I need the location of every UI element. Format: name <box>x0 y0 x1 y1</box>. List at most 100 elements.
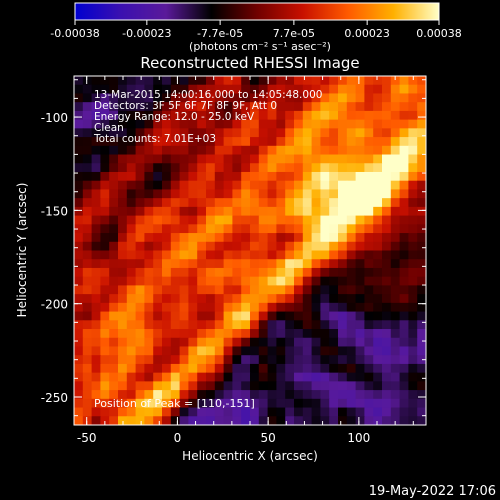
heatmap-cell <box>355 355 365 365</box>
heatmap-cell <box>408 329 418 339</box>
heatmap-cell <box>390 206 401 217</box>
heatmap-cell <box>91 93 101 103</box>
heatmap-cell <box>258 285 269 295</box>
heatmap-cell <box>285 302 295 313</box>
heatmap-cell <box>144 407 154 417</box>
heatmap-cell <box>390 381 401 391</box>
heatmap-cell <box>364 154 374 164</box>
heatmap-cell <box>109 154 119 164</box>
heatmap-cell <box>329 285 339 295</box>
heatmap-cell <box>329 302 339 313</box>
heatmap-cell <box>294 285 304 295</box>
heatmap-cell <box>153 84 163 95</box>
heatmap-cell <box>250 294 260 304</box>
heatmap-cell <box>346 198 357 208</box>
heatmap-cell <box>320 294 330 304</box>
heatmap-cell <box>170 224 181 234</box>
heatmap-cell <box>382 294 392 304</box>
heatmap-cell <box>390 189 401 199</box>
heatmap-cell <box>355 337 365 348</box>
heatmap-cell <box>241 137 251 147</box>
heatmap-cell <box>285 189 295 199</box>
heatmap-cell <box>294 198 304 208</box>
heatmap-cell <box>267 329 277 339</box>
heatmap-cell <box>276 233 286 243</box>
heatmap-cell <box>91 163 101 173</box>
heatmap-cell <box>338 145 348 156</box>
heatmap-cell <box>153 363 163 374</box>
heatmap-cell <box>100 76 110 86</box>
heatmap-cell <box>241 302 251 313</box>
heatmap-cell <box>223 320 233 330</box>
peak-position-label: Position of Peak = [110,-151] <box>94 397 255 410</box>
heatmap-cell <box>417 163 426 173</box>
heatmap-cell <box>100 267 110 278</box>
heatmap-cell <box>258 346 269 356</box>
heatmap-cell <box>276 171 286 182</box>
x-tick-label: -50 <box>77 431 97 445</box>
heatmap-cell <box>250 250 260 260</box>
heatmap-cell <box>188 154 198 164</box>
heatmap-cell <box>267 76 277 86</box>
heatmap-cell <box>91 381 101 391</box>
heatmap-cell <box>232 294 242 304</box>
heatmap-cell <box>276 215 286 225</box>
heatmap-cell <box>82 346 93 356</box>
heatmap-cell <box>91 267 101 278</box>
heatmap-cell <box>144 137 154 147</box>
heatmap-cell <box>320 110 330 121</box>
heatmap-cell <box>417 267 426 278</box>
heatmap-cell <box>258 84 269 95</box>
heatmap-cell <box>170 294 181 304</box>
heatmap-cell <box>302 259 313 269</box>
heatmap-cell <box>250 398 260 409</box>
heatmap-cell <box>232 276 242 286</box>
heatmap-cell <box>232 398 242 409</box>
heatmap-cell <box>320 154 330 164</box>
heatmap-cell <box>258 76 269 86</box>
heatmap-cell <box>126 110 137 121</box>
heatmap-cell <box>302 128 313 138</box>
heatmap-cell <box>285 320 295 330</box>
heatmap-cell <box>302 320 313 330</box>
heatmap-cell <box>329 93 339 103</box>
heatmap-cell <box>91 346 101 356</box>
heatmap-cell <box>408 93 418 103</box>
heatmap-cell <box>135 398 145 409</box>
heatmap-cell <box>170 128 181 138</box>
heatmap-cell <box>74 259 84 269</box>
heatmap-cell <box>399 276 409 286</box>
heatmap-cell <box>109 294 119 304</box>
heatmap-cell <box>346 233 357 243</box>
heatmap-cell <box>417 206 426 217</box>
heatmap-cell <box>162 302 172 313</box>
heatmap-cell <box>346 119 357 129</box>
heatmap-cell <box>390 93 401 103</box>
heatmap-cell <box>285 337 295 348</box>
heatmap-cell <box>74 294 84 304</box>
heatmap-cell <box>241 398 251 409</box>
heatmap-cell <box>390 102 401 112</box>
heatmap-cell <box>276 311 286 321</box>
heatmap-cell <box>408 145 418 156</box>
heatmap-cell <box>346 311 357 321</box>
heatmap-cell <box>144 355 154 365</box>
heatmap-cell <box>417 337 426 348</box>
heatmap-cell <box>329 311 339 321</box>
heatmap-cell <box>206 189 216 199</box>
heatmap-cell <box>294 302 304 313</box>
heatmap-cell <box>206 84 216 95</box>
heatmap-cell <box>109 215 119 225</box>
heatmap-cell <box>162 233 172 243</box>
heatmap-cell <box>223 285 233 295</box>
heatmap-cell <box>206 110 216 121</box>
heatmap-cell <box>241 372 251 382</box>
heatmap-cell <box>408 311 418 321</box>
heatmap-cell <box>144 294 154 304</box>
heatmap-cell <box>197 276 207 286</box>
heatmap-cell <box>170 76 181 86</box>
heatmap-cell <box>338 215 348 225</box>
heatmap-cell <box>179 233 189 243</box>
heatmap-cell <box>118 346 128 356</box>
heatmap-cell <box>162 416 172 425</box>
